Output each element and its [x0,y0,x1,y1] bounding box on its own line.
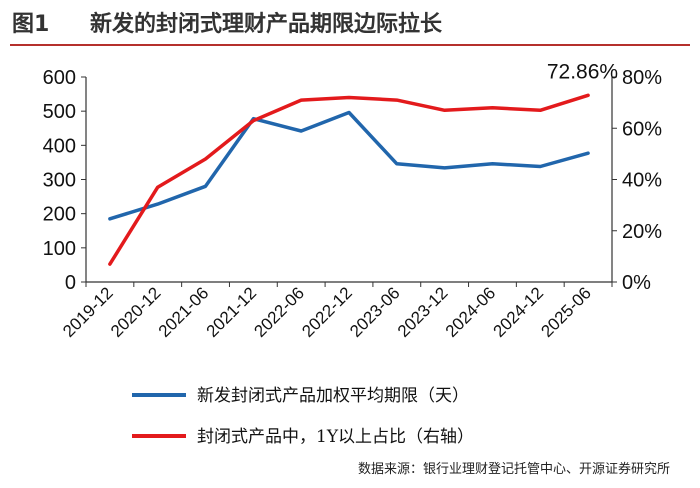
legend-label: 封闭式产品中，1Y以上占比（右轴） [197,427,474,447]
left-tick-label: 200 [43,204,76,226]
x-tick-label: 2024-12 [490,283,548,341]
right-tick-label: 40% [622,170,662,192]
left-tick-label: 300 [43,170,76,192]
x-tick-label: 2023-12 [394,283,452,341]
left-tick-label: 400 [43,135,76,157]
left-tick-label: 100 [43,238,76,260]
left-tick-label: 500 [43,101,76,123]
right-tick-label: 0% [622,272,651,294]
x-tick-label: 2025-06 [537,283,595,341]
title-rule [10,44,690,46]
x-tick-label: 2022-12 [298,283,356,341]
source-note: 数据来源：银行业理财登记托管中心、开源证券研究所 [357,462,670,477]
x-tick-label: 2021-06 [155,283,213,341]
right-tick-label: 20% [622,221,662,243]
data-label-72-86: 72.86% [547,60,618,83]
left-tick-label: 0 [65,272,76,294]
left-tick-label: 600 [43,67,76,89]
x-tick-label: 2020-12 [107,283,165,341]
figure-number: 图1 [12,12,50,37]
series-line-avg-term [108,110,590,221]
x-tick-label: 2023-06 [346,283,404,341]
right-tick-label: 80% [622,67,662,89]
legend-label: 新发封闭式产品加权平均期限（天） [197,386,469,406]
right-tick-label: 60% [622,118,662,140]
x-tick-label: 2021-12 [203,283,261,341]
x-tick-label: 2024-06 [442,283,500,341]
title-bar: 图1 新发的封闭式理财产品期限边际拉长 [0,0,700,46]
series-line-1y-share [108,93,590,266]
x-tick-label: 2022-06 [250,283,308,341]
figure-title: 新发的封闭式理财产品期限边际拉长 [90,12,443,37]
